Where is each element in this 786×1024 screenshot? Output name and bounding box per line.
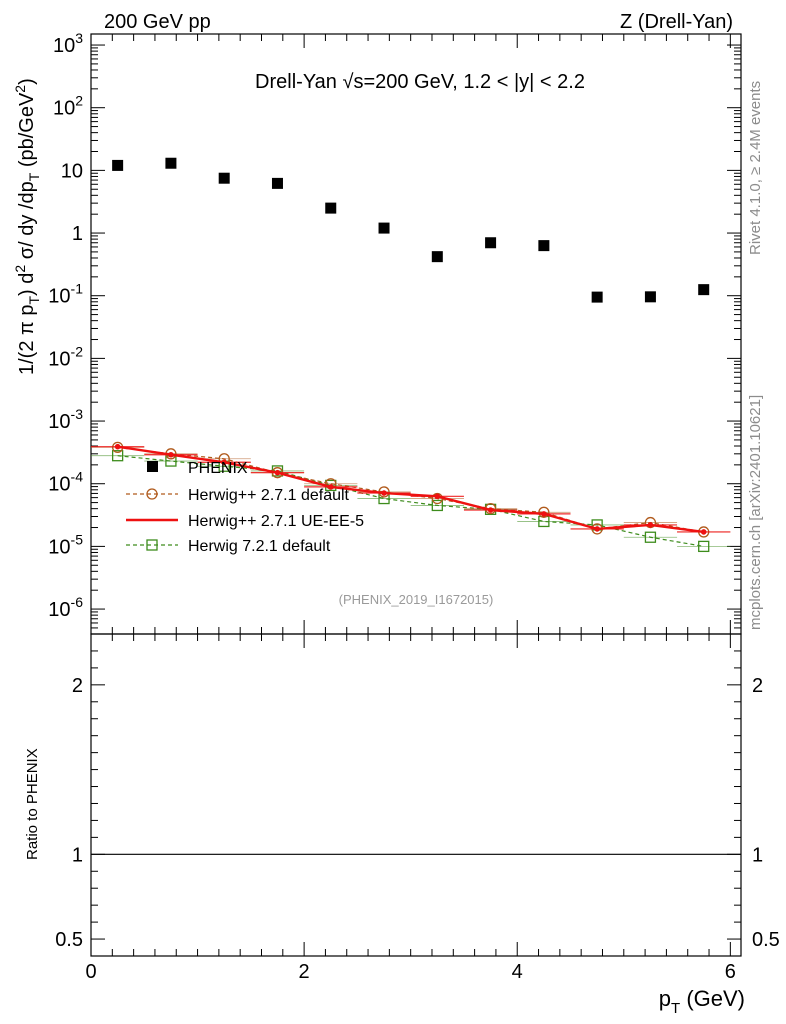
herwigpp-ueee5-point — [327, 484, 334, 490]
herwig7-default-point — [698, 540, 710, 553]
legend: PHENIX Herwig++ 2.7.1 default Herwig++ 2… — [126, 460, 364, 555]
herwigpp-ueee5-point — [221, 459, 227, 466]
ratio-tick-label-right: 1 — [752, 844, 763, 866]
herwig7-default-line — [117, 455, 704, 547]
herwig7-default-point — [644, 531, 657, 543]
header-right: Z (Drell-Yan) — [620, 11, 733, 33]
herwigpp-ueee5-point — [274, 469, 281, 476]
herwig7-default-point — [111, 450, 124, 462]
header-left: 200 GeV pp — [104, 11, 211, 33]
ratio-y-ticks: 0.5 0.5 1 1 2 2 — [55, 650, 780, 951]
ratio-tick-label-right: 2 — [752, 675, 763, 697]
x-ticks: 0 2 4 6 — [85, 34, 736, 983]
mcplots-label: mcplots.cern.ch [arXiv:2401.10621] — [747, 395, 764, 630]
y-tick-label: 10-5 — [48, 531, 83, 558]
y-tick-label: 10 — [61, 160, 83, 182]
rivet-label: Rivet 4.1.0, ≥ 2.4M events — [747, 81, 764, 255]
y-tick-label: 10-1 — [48, 281, 83, 308]
phenix-point — [431, 251, 443, 263]
herwigpp-default-point — [538, 506, 550, 518]
analysis-reference: (PHENIX_2019_I1672015) — [339, 592, 494, 607]
legend-phenix-label: PHENIX — [188, 460, 248, 477]
ratio-tick-label-right: 0.5 — [752, 929, 780, 951]
y-tick-label: 102 — [53, 93, 83, 120]
phenix-point — [271, 177, 283, 189]
y-tick-label: 10-3 — [48, 406, 83, 433]
phenix-point — [378, 222, 390, 234]
legend-herwigpp-default-label: Herwig++ 2.7.1 default — [188, 487, 350, 504]
x-tick-label: 6 — [725, 961, 736, 983]
y-tick-label: 1 — [72, 223, 83, 245]
phenix-point — [591, 291, 603, 303]
phenix-point — [698, 284, 710, 296]
y-tick-label: 10-4 — [48, 469, 83, 496]
x-axis-title: pT (GeV) — [659, 986, 745, 1017]
phenix-point — [485, 237, 497, 249]
phenix-point — [112, 159, 124, 171]
phenix-point — [538, 240, 550, 252]
y-tick-label: 103 — [53, 30, 83, 57]
ratio-tick-label: 1 — [72, 844, 83, 866]
herwigpp-ueee5-point — [647, 522, 654, 528]
herwigpp-ueee5-point — [487, 507, 494, 513]
ratio-tick-label: 2 — [72, 675, 83, 697]
y-axis-title: 1/(2 π pT) d2 σ/ dy /dpT (pb/GeV2) — [12, 78, 42, 375]
legend-herwig7-default-label: Herwig 7.2.1 default — [188, 538, 331, 555]
ratio-y-title: Ratio to PHENIX — [24, 748, 41, 860]
phenix-point — [218, 172, 230, 184]
y-tick-label: 10-2 — [48, 343, 83, 370]
legend-phenix-marker — [147, 461, 158, 472]
ratio-frame — [90, 633, 742, 957]
x-tick-label: 2 — [299, 961, 310, 983]
herwigpp-ueee5-point — [381, 490, 387, 496]
y-tick-label: 10-6 — [48, 594, 83, 621]
main-y-ticks: 10-6 10-5 10-4 10-3 10-2 10-1 1 10 102 103 — [48, 30, 741, 635]
legend-herwigpp-default-marker — [146, 488, 158, 500]
herwig7-default-point — [431, 499, 443, 512]
plot-title: Drell-Yan √s=200 GeV, 1.2 < |y| < 2.2 — [255, 71, 585, 93]
herwigpp-ueee5-point — [434, 493, 441, 500]
phenix-point — [165, 157, 177, 169]
legend-herwig7-default-marker — [146, 539, 158, 551]
phenix-point — [325, 202, 337, 214]
herwigpp-ueee5-point — [114, 443, 121, 450]
ratio-tick-label: 0.5 — [55, 929, 83, 951]
herwigpp-ueee5-point — [594, 526, 600, 532]
series-layer — [91, 157, 731, 553]
herwigpp-ueee5-point — [541, 511, 547, 517]
x-tick-label: 4 — [512, 961, 523, 983]
herwigpp-ueee5-line — [117, 445, 704, 534]
herwigpp-ueee5-point — [168, 451, 174, 458]
phenix-point — [644, 291, 656, 303]
herwigpp-ueee5-point — [700, 529, 707, 535]
x-tick-label: 0 — [85, 961, 96, 983]
legend-herwigpp-ueee5-label: Herwig++ 2.7.1 UE-EE-5 — [188, 513, 364, 530]
